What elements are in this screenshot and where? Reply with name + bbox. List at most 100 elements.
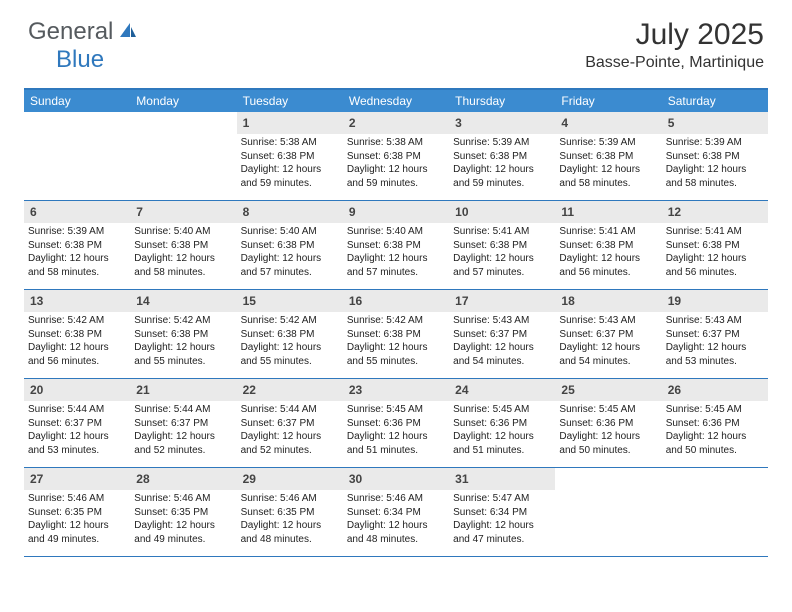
day-cell: 15Sunrise: 5:42 AMSunset: 6:38 PMDayligh… bbox=[237, 290, 343, 378]
day-cell: 1Sunrise: 5:38 AMSunset: 6:38 PMDaylight… bbox=[237, 112, 343, 200]
day-number: 20 bbox=[30, 383, 43, 397]
daynum-row: 11 bbox=[555, 201, 661, 223]
day-detail: Sunrise: 5:39 AMSunset: 6:38 PMDaylight:… bbox=[453, 136, 551, 190]
day-number: 21 bbox=[136, 383, 149, 397]
daynum-row: 12 bbox=[662, 201, 768, 223]
day-number: 18 bbox=[561, 294, 574, 308]
daynum-row: 2 bbox=[343, 112, 449, 134]
day-cell: 10Sunrise: 5:41 AMSunset: 6:38 PMDayligh… bbox=[449, 201, 555, 289]
day-number: 16 bbox=[349, 294, 362, 308]
day-cell: 11Sunrise: 5:41 AMSunset: 6:38 PMDayligh… bbox=[555, 201, 661, 289]
dayheader-fri: Friday bbox=[555, 90, 661, 112]
day-cell: 16 Sunrise: 5:42 AMSunset: 6:38 PMDayligh… bbox=[343, 290, 449, 378]
day-number: 12 bbox=[668, 205, 681, 219]
day-cell: 5 Sunrise: 5:39 AMSunset: 6:38 PMDaylight… bbox=[662, 112, 768, 200]
day-detail: Sunrise: 5:46 AMSunset: 6:35 PMDaylight:… bbox=[28, 492, 126, 546]
day-number: 5 bbox=[668, 116, 675, 130]
daynum-row: 27 bbox=[24, 468, 130, 490]
day-cell: 9Sunrise: 5:40 AMSunset: 6:38 PMDaylight… bbox=[343, 201, 449, 289]
daynum-row: 25 bbox=[555, 379, 661, 401]
day-number: 7 bbox=[136, 205, 143, 219]
logo: General Blue bbox=[28, 18, 136, 74]
day-detail: Sunrise: 5:44 AMSunset: 6:37 PMDaylight:… bbox=[241, 403, 339, 457]
day-number: 15 bbox=[243, 294, 256, 308]
day-cell bbox=[662, 468, 768, 556]
daynum-row: 9 bbox=[343, 201, 449, 223]
daynum-row: 3 bbox=[449, 112, 555, 134]
daynum-row: 28 bbox=[130, 468, 236, 490]
day-cell: 17Sunrise: 5:43 AMSunset: 6:37 PMDayligh… bbox=[449, 290, 555, 378]
day-detail: Sunrise: 5:41 AMSunset: 6:38 PMDaylight:… bbox=[666, 225, 764, 279]
daynum-row: 20 bbox=[24, 379, 130, 401]
day-number: 31 bbox=[455, 472, 468, 486]
day-cell bbox=[130, 112, 236, 200]
day-cell: 8Sunrise: 5:40 AMSunset: 6:38 PMDaylight… bbox=[237, 201, 343, 289]
daynum-row: 13 bbox=[24, 290, 130, 312]
day-number: 13 bbox=[30, 294, 43, 308]
day-cell: 31Sunrise: 5:47 AMSunset: 6:34 PMDayligh… bbox=[449, 468, 555, 556]
daynum-row: 23 bbox=[343, 379, 449, 401]
day-detail: Sunrise: 5:45 AMSunset: 6:36 PMDaylight:… bbox=[559, 403, 657, 457]
day-number: 30 bbox=[349, 472, 362, 486]
day-cell: 4Sunrise: 5:39 AMSunset: 6:38 PMDaylight… bbox=[555, 112, 661, 200]
day-detail: Sunrise: 5:46 AMSunset: 6:35 PMDaylight:… bbox=[241, 492, 339, 546]
day-number: 2 bbox=[349, 116, 356, 130]
day-number: 25 bbox=[561, 383, 574, 397]
title-block: July 2025 Basse-Pointe, Martinique bbox=[585, 18, 764, 72]
daynum-row: 16 bbox=[343, 290, 449, 312]
daynum-row: 1 bbox=[237, 112, 343, 134]
day-detail: Sunrise: 5:43 AMSunset: 6:37 PMDaylight:… bbox=[559, 314, 657, 368]
day-detail: Sunrise: 5:45 AMSunset: 6:36 PMDaylight:… bbox=[666, 403, 764, 457]
daynum-row: 5 bbox=[662, 112, 768, 134]
daynum-row: 4 bbox=[555, 112, 661, 134]
calendar: Sunday Monday Tuesday Wednesday Thursday… bbox=[24, 88, 768, 557]
daynum-row: 26 bbox=[662, 379, 768, 401]
day-detail: Sunrise: 5:40 AMSunset: 6:38 PMDaylight:… bbox=[347, 225, 445, 279]
day-number: 14 bbox=[136, 294, 149, 308]
logo-text-2: Blue bbox=[56, 46, 104, 73]
daynum-row: 24 bbox=[449, 379, 555, 401]
day-cell bbox=[24, 112, 130, 200]
dayheader-sat: Saturday bbox=[662, 90, 768, 112]
day-number: 10 bbox=[455, 205, 468, 219]
day-number: 29 bbox=[243, 472, 256, 486]
day-number: 22 bbox=[243, 383, 256, 397]
day-cell: 20Sunrise: 5:44 AMSunset: 6:37 PMDayligh… bbox=[24, 379, 130, 467]
day-cell: 25 Sunrise: 5:45 AMSunset: 6:36 PMDayligh… bbox=[555, 379, 661, 467]
dayheader-mon: Monday bbox=[130, 90, 236, 112]
day-cell: 28 Sunrise: 5:46 AMSunset: 6:35 PMDayligh… bbox=[130, 468, 236, 556]
day-number: 8 bbox=[243, 205, 250, 219]
day-detail: Sunrise: 5:44 AMSunset: 6:37 PMDaylight:… bbox=[134, 403, 232, 457]
day-detail: Sunrise: 5:40 AMSunset: 6:38 PMDaylight:… bbox=[134, 225, 232, 279]
daynum-row: 7 bbox=[130, 201, 236, 223]
day-number: 27 bbox=[30, 472, 43, 486]
daynum-row: 21 bbox=[130, 379, 236, 401]
day-number: 23 bbox=[349, 383, 362, 397]
day-cell: 13 Sunrise: 5:42 AMSunset: 6:38 PMDayligh… bbox=[24, 290, 130, 378]
day-cell: 24Sunrise: 5:45 AMSunset: 6:36 PMDayligh… bbox=[449, 379, 555, 467]
day-detail: Sunrise: 5:42 AMSunset: 6:38 PMDaylight:… bbox=[347, 314, 445, 368]
daynum-row: 18 bbox=[555, 290, 661, 312]
day-cell: 7 Sunrise: 5:40 AMSunset: 6:38 PMDaylight… bbox=[130, 201, 236, 289]
daynum-row: 8 bbox=[237, 201, 343, 223]
week-row: 6Sunrise: 5:39 AMSunset: 6:38 PMDaylight… bbox=[24, 201, 768, 290]
day-number: 28 bbox=[136, 472, 149, 486]
location: Basse-Pointe, Martinique bbox=[585, 54, 764, 72]
daynum-row bbox=[662, 468, 768, 490]
day-cell: 12 Sunrise: 5:41 AMSunset: 6:38 PMDayligh… bbox=[662, 201, 768, 289]
week-row: 1Sunrise: 5:38 AMSunset: 6:38 PMDaylight… bbox=[24, 112, 768, 201]
day-detail: Sunrise: 5:39 AMSunset: 6:38 PMDaylight:… bbox=[666, 136, 764, 190]
day-detail: Sunrise: 5:46 AMSunset: 6:35 PMDaylight:… bbox=[134, 492, 232, 546]
week-row: 27 Sunrise: 5:46 AMSunset: 6:35 PMDayligh… bbox=[24, 468, 768, 557]
daynum-row: 6 bbox=[24, 201, 130, 223]
day-cell: 30Sunrise: 5:46 AMSunset: 6:34 PMDayligh… bbox=[343, 468, 449, 556]
day-number: 6 bbox=[30, 205, 37, 219]
daynum-row: 22 bbox=[237, 379, 343, 401]
weeks-container: 1Sunrise: 5:38 AMSunset: 6:38 PMDaylight… bbox=[24, 112, 768, 557]
day-detail: Sunrise: 5:38 AMSunset: 6:38 PMDaylight:… bbox=[241, 136, 339, 190]
dayheader-tue: Tuesday bbox=[237, 90, 343, 112]
day-detail: Sunrise: 5:38 AMSunset: 6:38 PMDaylight:… bbox=[347, 136, 445, 190]
day-detail: Sunrise: 5:42 AMSunset: 6:38 PMDaylight:… bbox=[28, 314, 126, 368]
week-row: 13 Sunrise: 5:42 AMSunset: 6:38 PMDayligh… bbox=[24, 290, 768, 379]
day-detail: Sunrise: 5:45 AMSunset: 6:36 PMDaylight:… bbox=[453, 403, 551, 457]
